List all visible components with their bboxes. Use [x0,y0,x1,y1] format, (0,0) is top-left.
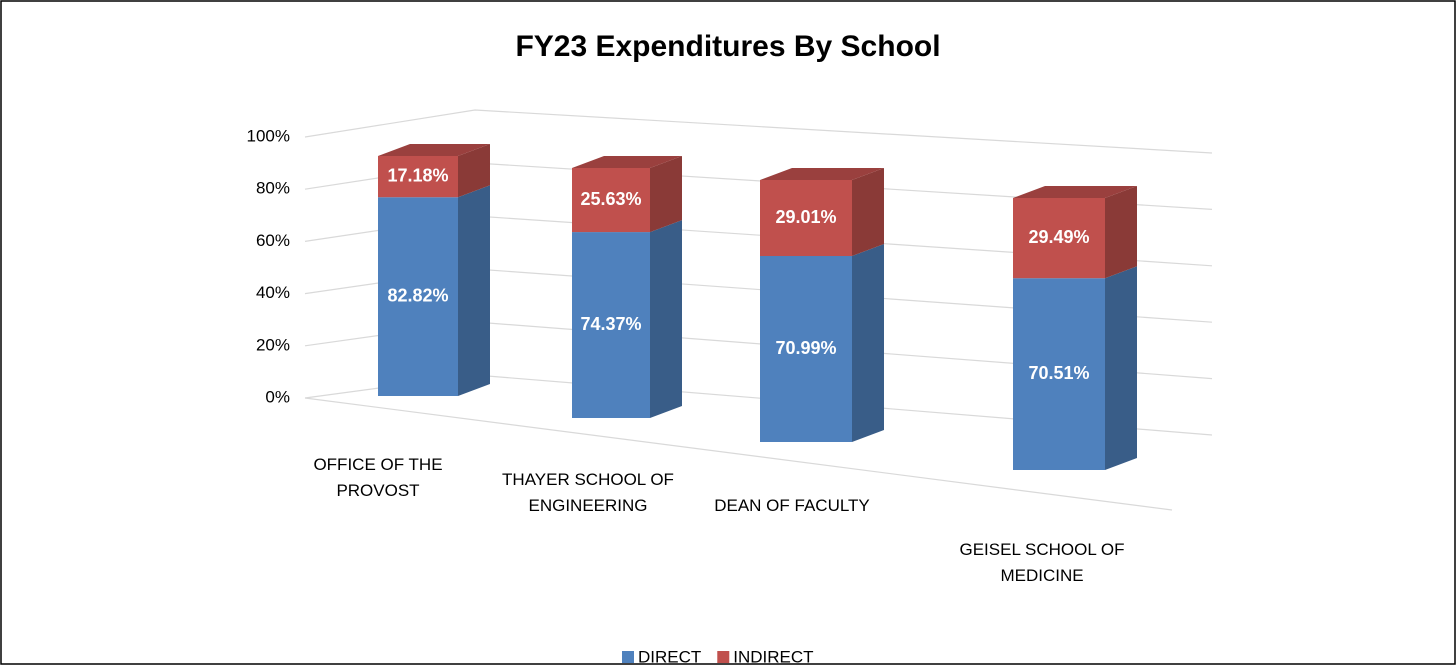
y-tick-label: 20% [256,335,290,354]
bar-side [1105,186,1137,279]
floor-edge [304,397,1173,511]
bar-side [852,244,884,442]
bar [378,156,458,198]
bar-side [650,220,682,418]
data-label: 29.49% [1028,227,1089,247]
bar-side [1105,266,1137,470]
y-tick-label: 100% [247,126,290,145]
bar [760,180,852,257]
bar-top [378,144,490,156]
data-label: 82.82% [387,285,448,305]
bar [1013,278,1105,470]
bar-side [650,156,682,233]
bar [572,232,650,418]
legend-label: DIRECT [638,647,701,665]
x-tick-label: OFFICE OF THE PROVOST [313,455,443,500]
x-tick-label: GEISEL SCHOOL OF MEDICINE [959,540,1125,585]
bar-side [458,185,490,396]
legend-swatch [717,651,730,663]
x-tick-label: THAYER SCHOOL OF ENGINEERING [502,470,674,515]
chart-title: FY23 Expenditures By School [515,30,940,63]
bar-side [458,144,490,198]
grid-line [304,109,1213,154]
x-tick-label: DEAN OF FACULTY [714,496,870,515]
data-label: 74.37% [580,314,641,334]
y-tick-label: 40% [256,283,290,302]
y-tick-label: 0% [265,387,290,406]
data-label: 70.99% [775,338,836,358]
data-label: 29.01% [775,207,836,227]
legend-swatch [622,651,634,663]
data-label: 25.63% [580,189,641,209]
y-tick-label: 60% [256,231,290,250]
legend-label: INDIRECT [733,647,813,665]
bar-top [572,156,682,168]
bar [378,197,458,396]
data-label: 70.51% [1028,363,1089,383]
y-tick-label: 80% [256,179,290,198]
bar [1013,198,1105,279]
bar [572,168,650,233]
bar [760,256,852,442]
bar-top [1013,186,1137,198]
data-label: 17.18% [387,165,448,185]
bar-top [760,168,884,180]
bar-side [852,168,884,257]
